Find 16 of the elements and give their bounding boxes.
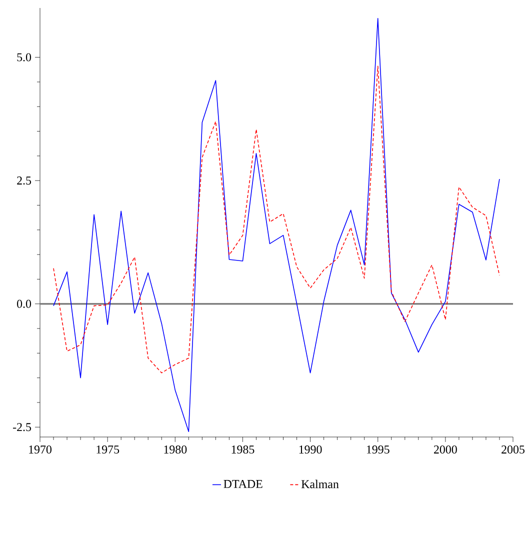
x-tick-label: 1990 bbox=[299, 446, 322, 454]
x-tick-label: 2005 bbox=[502, 446, 524, 454]
line-series bbox=[53, 66, 500, 374]
x-tick-label: 1995 bbox=[366, 445, 390, 454]
line-series bbox=[53, 18, 500, 432]
y-tick-label: 2.5 bbox=[17, 176, 32, 185]
y-tick-label: -2.5 bbox=[13, 423, 32, 432]
x-tick-label: 2000 bbox=[434, 446, 457, 454]
legend-label: DTADE bbox=[224, 480, 262, 488]
x-tick-label: 1970 bbox=[29, 446, 52, 454]
legend-label: Kalman bbox=[301, 480, 339, 488]
y-tick-label: 5.0 bbox=[17, 53, 32, 62]
x-tick-label: 1975 bbox=[96, 445, 120, 454]
x-tick-label: 1980 bbox=[164, 446, 187, 454]
y-tick-label: 0.0 bbox=[17, 300, 32, 308]
x-tick-label: 1985 bbox=[232, 446, 254, 454]
